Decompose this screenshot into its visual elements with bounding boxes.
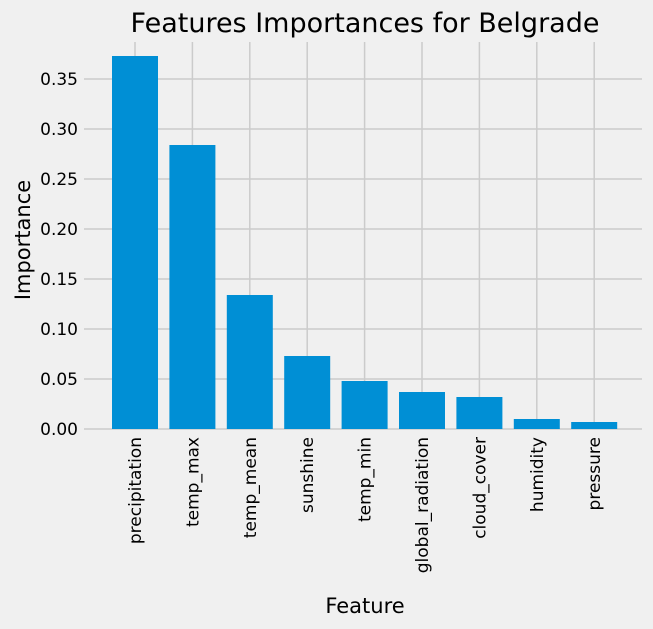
y-tick-label: 0.35: [40, 70, 78, 90]
x-tick-labels: precipitation temp_max temp_mean sunshine te…: [126, 437, 605, 573]
x-axis-label: Feature: [325, 594, 404, 618]
x-tick-label: humidity: [528, 437, 548, 512]
bar-temp-mean: [226, 295, 273, 429]
y-tick-label: 0.25: [40, 170, 78, 190]
x-tick-label: global_radiation: [413, 437, 433, 573]
bar-cloud-cover: [456, 397, 503, 429]
y-tick-label: 0.10: [40, 320, 78, 340]
x-tick-label: sunshine: [298, 437, 318, 513]
bar-temp-min: [341, 381, 388, 429]
x-tick-label: temp_max: [183, 437, 203, 527]
y-tick-label: 0.15: [40, 270, 78, 290]
x-tick-label: temp_min: [356, 437, 376, 522]
bar-precipitation: [112, 56, 158, 429]
bar-pressure: [571, 422, 618, 429]
chart-title: Features Importances for Belgrade: [131, 8, 600, 39]
y-tick-label: 0.30: [40, 120, 78, 140]
bar-temp-max: [169, 145, 216, 429]
bars: [112, 56, 618, 429]
x-tick-label: cloud_cover: [470, 437, 490, 539]
x-tick-label: precipitation: [126, 437, 146, 544]
bar-sunshine: [284, 356, 331, 429]
x-tick-label: temp_mean: [241, 437, 261, 538]
bar-global-radiation: [399, 392, 445, 429]
x-tick-label: pressure: [585, 437, 605, 510]
bar-humidity: [513, 419, 560, 429]
y-tick-label: 0.05: [40, 370, 78, 390]
y-tick-labels: 0.00 0.05 0.10 0.15 0.20 0.25 0.30 0.35: [40, 70, 78, 440]
y-tick-label: 0.20: [40, 220, 78, 240]
y-tick-label: 0.00: [40, 420, 78, 440]
y-axis-label: Importance: [11, 180, 35, 300]
